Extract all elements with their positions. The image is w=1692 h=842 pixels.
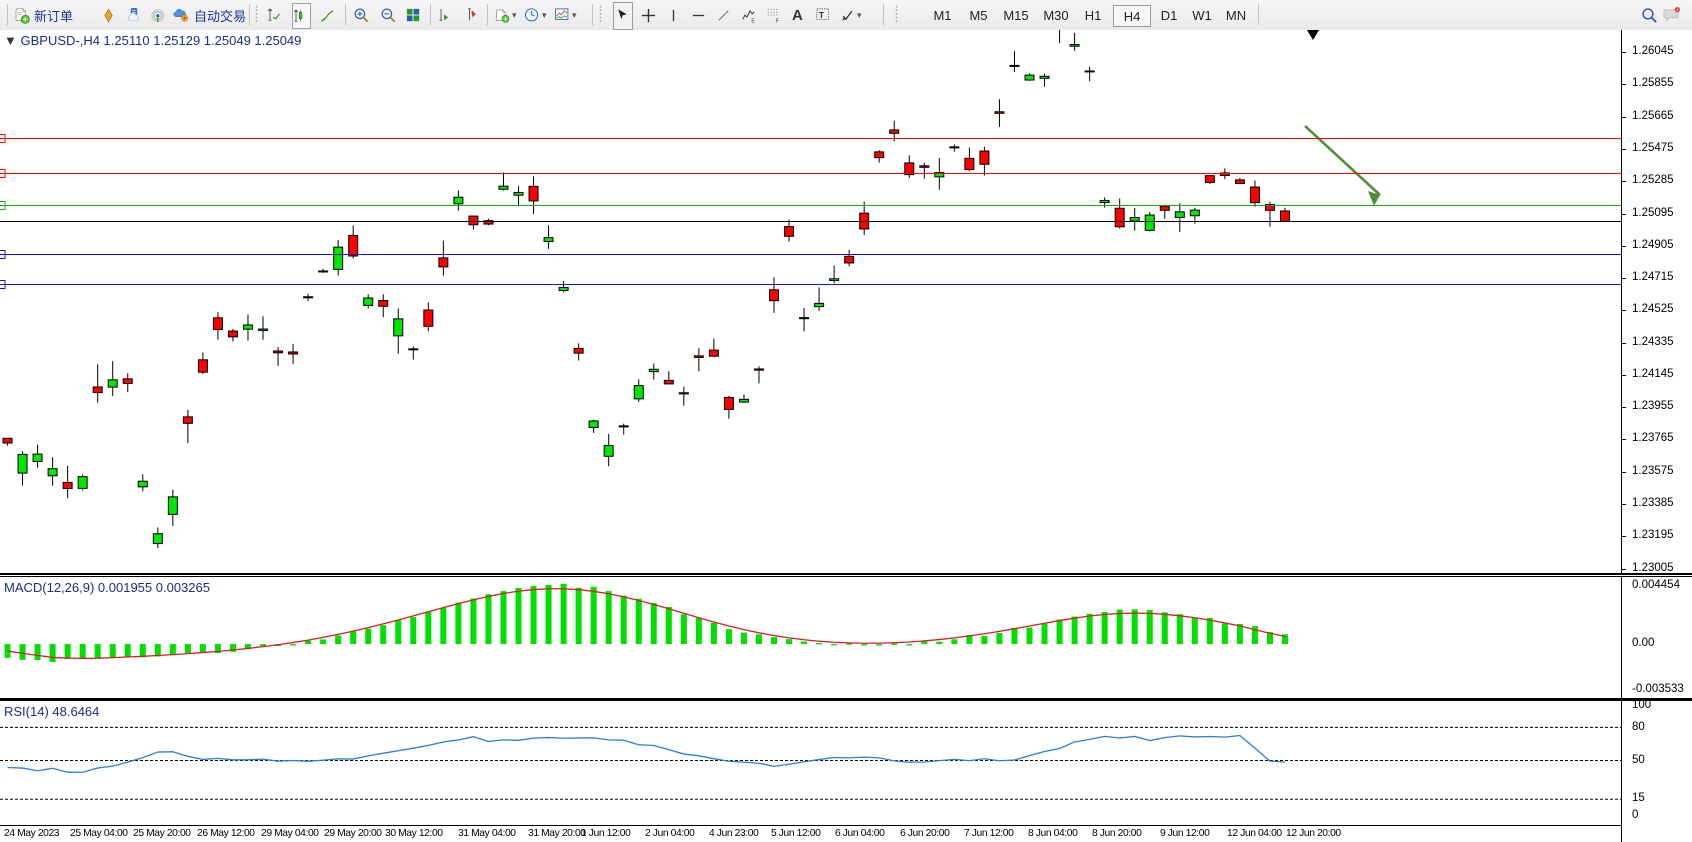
svg-text:1: 1 — [1676, 7, 1678, 11]
svg-text:T: T — [819, 10, 824, 19]
svg-text:E: E — [751, 18, 755, 23]
svg-text:F: F — [776, 18, 779, 23]
